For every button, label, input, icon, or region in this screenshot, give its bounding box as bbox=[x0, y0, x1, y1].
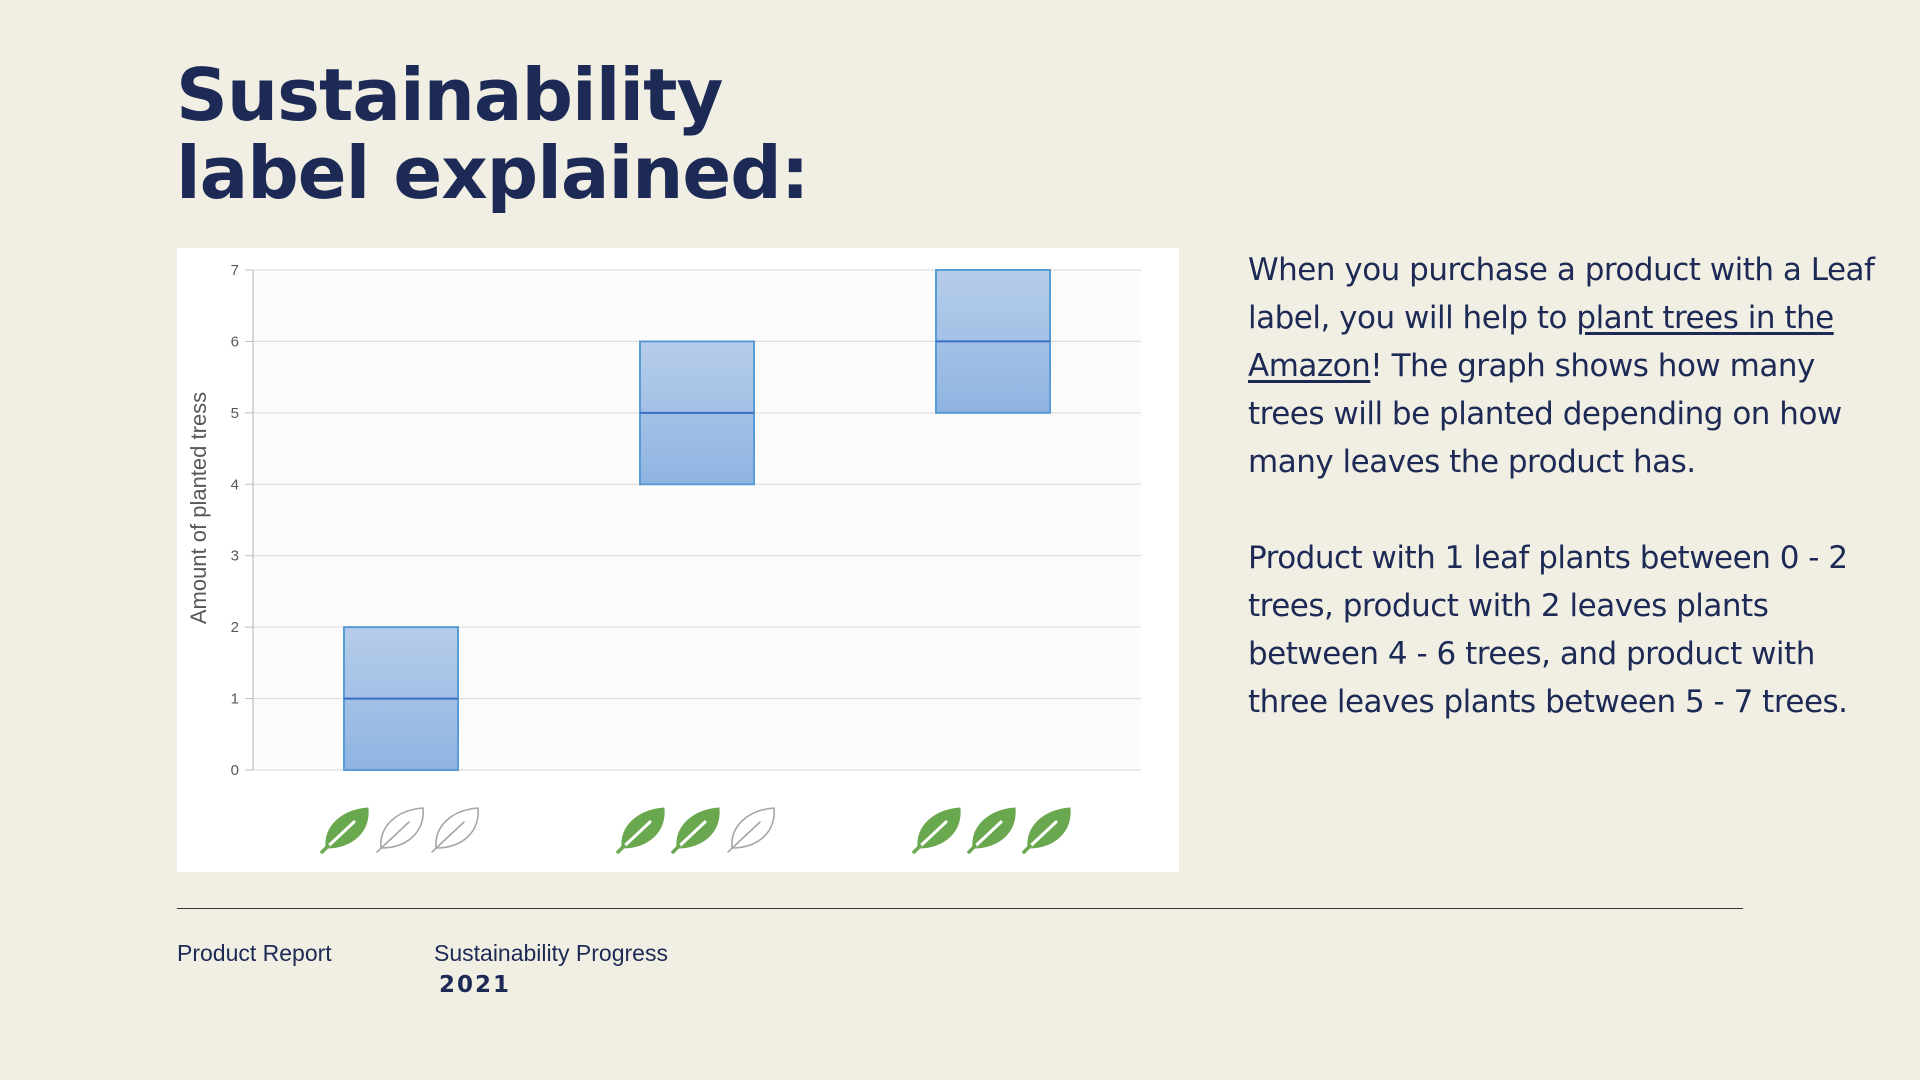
leaf-empty-icon bbox=[431, 807, 479, 853]
leaf-filled-icon bbox=[967, 807, 1016, 854]
leaf-empty-icon bbox=[376, 807, 424, 853]
description: When you purchase a product with a Leaf … bbox=[1248, 246, 1888, 726]
leaf-filled-icon bbox=[912, 807, 961, 854]
amazon-trees-link[interactable]: plant trees in the Amazon bbox=[1248, 300, 1834, 384]
leaf-filled-icon bbox=[671, 807, 720, 854]
footer-sustainability-progress: Sustainability Progress bbox=[434, 940, 668, 966]
leaf-stem bbox=[912, 844, 922, 854]
footer-year: 2021 bbox=[439, 972, 512, 998]
y-tick-label: 2 bbox=[231, 619, 239, 636]
leaf-empty-icon bbox=[727, 807, 775, 853]
description-paragraph-1: When you purchase a product with a Leaf … bbox=[1248, 246, 1888, 486]
leaf-stem bbox=[616, 844, 626, 854]
y-axis-label: Amount of planted tress bbox=[186, 392, 211, 624]
leaf-stem bbox=[320, 844, 330, 854]
leaf-filled-icon bbox=[320, 807, 369, 854]
description-paragraph-2: Product with 1 leaf plants between 0 - 2… bbox=[1248, 540, 1848, 720]
y-tick-label: 1 bbox=[231, 691, 239, 708]
y-tick-label: 4 bbox=[231, 476, 239, 493]
leaf-stem bbox=[671, 844, 681, 854]
y-axis: 0 1 2 3 4 5 6 7 bbox=[231, 262, 254, 779]
leaf-stem bbox=[1022, 844, 1032, 854]
leaf-ratings bbox=[320, 807, 1071, 854]
boxes bbox=[343, 269, 1051, 771]
y-tick-label: 6 bbox=[231, 333, 239, 350]
description-p1-end: ! The graph shows how many trees will be… bbox=[1248, 348, 1842, 480]
leaf-vein bbox=[727, 821, 761, 853]
box-chart: 0 1 2 3 4 5 6 7 Amount of planted tress bbox=[177, 248, 1179, 872]
leaf-stem bbox=[967, 844, 977, 854]
y-tick-label: 7 bbox=[231, 262, 239, 279]
footer-product-report: Product Report bbox=[177, 940, 332, 966]
leaf-vein bbox=[376, 821, 410, 853]
leaf-filled-icon bbox=[616, 807, 665, 854]
y-tick-label: 5 bbox=[231, 405, 239, 422]
page-title: Sustainability label explained: bbox=[176, 53, 810, 215]
y-tick-label: 3 bbox=[231, 548, 239, 565]
leaf-filled-icon bbox=[1022, 807, 1071, 854]
chart-svg: 0 1 2 3 4 5 6 7 Amount of planted tress bbox=[186, 262, 1141, 854]
y-tick-label: 0 bbox=[231, 762, 239, 779]
footer-divider bbox=[177, 908, 1743, 909]
leaf-vein bbox=[431, 821, 465, 853]
description-p1-start: When you purchase a product with a Leaf … bbox=[1248, 252, 1875, 336]
